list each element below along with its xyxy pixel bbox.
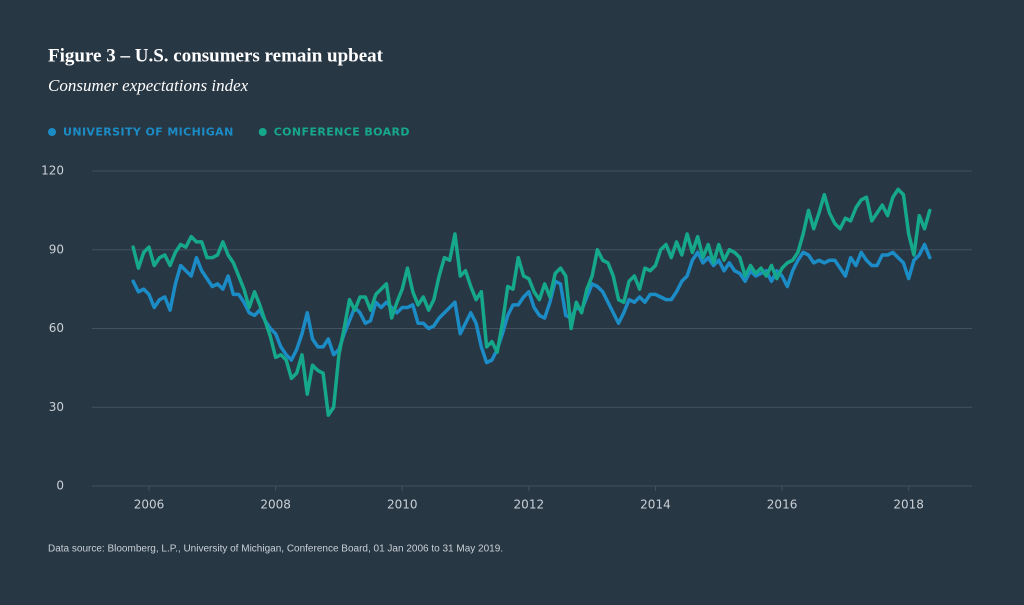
legend-marker bbox=[258, 128, 267, 136]
y-tick-label: 30 bbox=[49, 400, 64, 414]
y-tick-label: 0 bbox=[56, 479, 64, 493]
x-tick-label: 2014 bbox=[640, 498, 671, 512]
source-note: Data source: Bloomberg, L.P., University… bbox=[48, 544, 503, 555]
legend-label: UNIVERSITY OF MICHIGAN bbox=[63, 126, 234, 139]
x-tick-label: 2006 bbox=[134, 498, 165, 512]
y-tick-label: 120 bbox=[41, 164, 64, 178]
x-tick-label: 2016 bbox=[767, 498, 798, 512]
x-tick-label: 2010 bbox=[387, 498, 418, 512]
x-tick-label: 2012 bbox=[514, 498, 545, 512]
legend-marker bbox=[48, 128, 56, 136]
chart-title: Figure 3 – U.S. consumers remain upbeat bbox=[48, 45, 384, 66]
x-tick-label: 2018 bbox=[893, 498, 924, 512]
legend-label: CONFERENCE BOARD bbox=[274, 126, 410, 139]
x-tick-label: 2008 bbox=[260, 498, 291, 512]
y-tick-label: 90 bbox=[49, 242, 64, 256]
series-line bbox=[131, 187, 932, 417]
chart-subtitle: Consumer expectations index bbox=[48, 76, 249, 95]
y-tick-label: 60 bbox=[49, 321, 64, 335]
